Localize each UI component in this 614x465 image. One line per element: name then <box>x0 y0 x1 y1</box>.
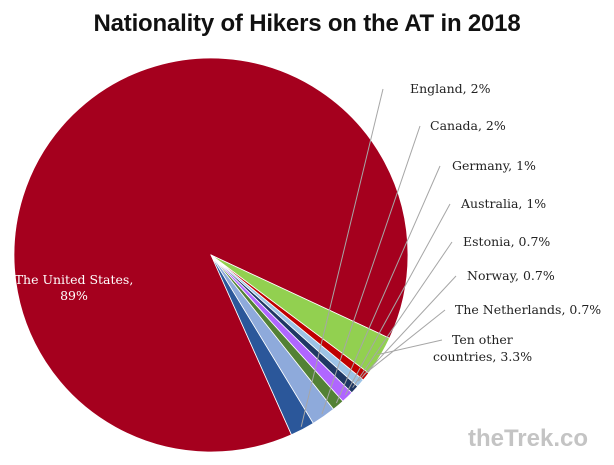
chart-title: Nationality of Hikers on the AT in 2018 <box>93 10 521 37</box>
slice-label-8: The Netherlands, 0.7% <box>455 302 601 317</box>
slice-label-3: Canada, 2% <box>430 118 506 133</box>
leader-line-6 <box>352 241 453 388</box>
slice-label-7: Norway, 0.7% <box>467 268 555 283</box>
slice-label-5: Australia, 1% <box>460 196 546 211</box>
slice-label-1-line-1: The United States, <box>15 272 134 287</box>
slice-label-1-line-2: 89% <box>60 288 88 303</box>
leader-line-3 <box>321 125 421 415</box>
slice-label-9-line-1: Ten other <box>452 332 513 347</box>
slice-label-6: Estonia, 0.7% <box>463 234 550 249</box>
slice-label-2: England, 2% <box>410 81 491 96</box>
leader-line-2 <box>300 88 384 427</box>
watermark: theTrek.co <box>467 425 588 452</box>
leader-line-8 <box>363 309 446 376</box>
leader-line-5 <box>344 203 451 396</box>
leader-line-4 <box>335 165 441 404</box>
pie-slice-9 <box>210 254 391 374</box>
leader-line-7 <box>357 275 457 382</box>
slice-label-9-line-2: countries, 3.3% <box>433 349 532 364</box>
slice-label-4: Germany, 1% <box>452 158 536 173</box>
leader-line-9 <box>377 339 443 356</box>
